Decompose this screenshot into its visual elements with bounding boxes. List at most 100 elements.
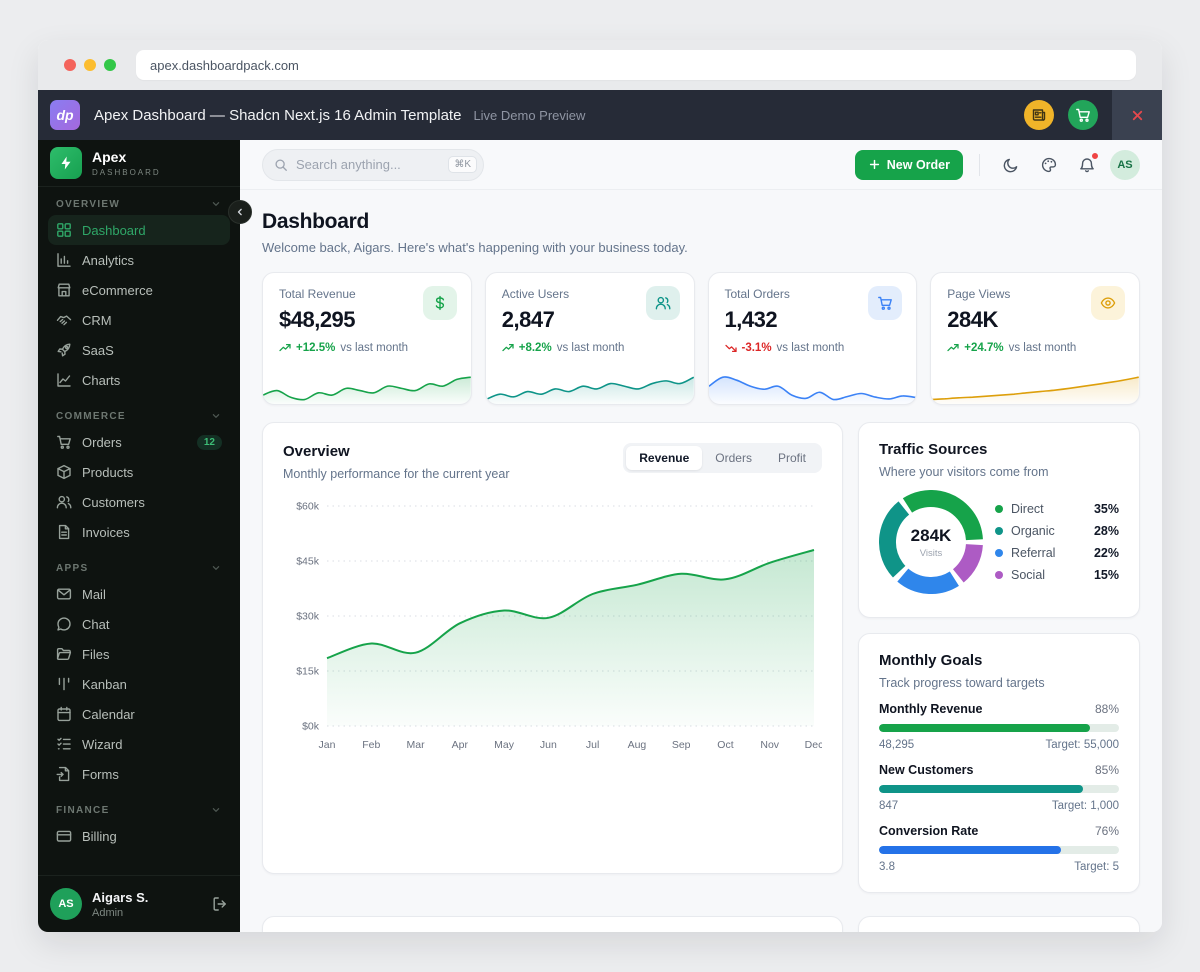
sidebar-item-label: CRM	[82, 312, 112, 328]
sidebar-item-wizard[interactable]: Wizard	[48, 729, 230, 759]
sidebar-section-overview[interactable]: OVERVIEW	[48, 193, 230, 215]
svg-text:Jan: Jan	[319, 739, 336, 751]
dashboard-content: Dashboard Welcome back, Aigars. Here's w…	[240, 190, 1162, 932]
stat-compare-text: vs last month	[340, 342, 409, 354]
file-input-icon	[56, 766, 72, 782]
stat-sparkline	[931, 366, 1139, 404]
sidebar-item-label: SaaS	[82, 342, 114, 358]
goal-current-value: 48,295	[879, 739, 915, 751]
address-bar[interactable]: apex.dashboardpack.com	[136, 50, 1136, 80]
promo-subtitle: Live Demo Preview	[473, 107, 586, 123]
legend-value: 28%	[1093, 524, 1119, 538]
stat-delta: +8.2% vs last month	[502, 342, 678, 354]
sidebar-item-invoices[interactable]: Invoices	[48, 517, 230, 547]
sidebar-collapse-button[interactable]	[228, 200, 252, 224]
goal-current-value: 3.8	[879, 861, 895, 873]
notifications-button[interactable]	[1072, 150, 1102, 180]
palette-icon	[1041, 157, 1057, 173]
sidebar-item-label: Mail	[82, 586, 106, 602]
sidebar-item-charts[interactable]: Charts	[48, 365, 230, 395]
minimize-window-button[interactable]	[84, 59, 96, 71]
stat-delta: +24.7% vs last month	[947, 342, 1123, 354]
promo-header: dp Apex Dashboard — Shadcn Next.js 16 Ad…	[38, 90, 1162, 140]
sidebar-item-forms[interactable]: Forms	[48, 759, 230, 789]
legend-value: 15%	[1093, 568, 1119, 582]
legend-value: 35%	[1093, 502, 1119, 516]
sidebar-user[interactable]: AS Aigars S. Admin	[38, 875, 240, 932]
sidebar-item-calendar[interactable]: Calendar	[48, 699, 230, 729]
search-input[interactable]	[296, 157, 441, 172]
sidebar-section-apps[interactable]: APPS	[48, 557, 230, 579]
sidebar-item-saas[interactable]: SaaS	[48, 335, 230, 365]
tab-orders[interactable]: Orders	[715, 451, 752, 465]
sidebar-item-chat[interactable]: Chat	[48, 609, 230, 639]
logout-icon[interactable]	[212, 896, 228, 912]
sidebar-item-billing[interactable]: Billing	[48, 821, 230, 851]
folder-icon	[56, 646, 72, 662]
donut-segment-direct	[879, 490, 983, 594]
sidebar-item-label: Dashboard	[82, 222, 146, 238]
close-window-button[interactable]	[64, 59, 76, 71]
sidebar-item-customers[interactable]: Customers	[48, 487, 230, 517]
sidebar-section-commerce[interactable]: COMMERCE	[48, 405, 230, 427]
tab-revenue[interactable]: Revenue	[626, 446, 703, 470]
stat-delta-pct: +24.7%	[964, 342, 1004, 354]
tab-profit[interactable]: Profit	[777, 451, 806, 465]
svg-text:Sep: Sep	[672, 739, 691, 751]
svg-text:Dec: Dec	[805, 739, 822, 751]
sidebar-item-label: eCommerce	[82, 282, 153, 298]
chevron-down-icon	[210, 562, 222, 574]
mail-icon	[56, 586, 72, 602]
cart-icon	[868, 286, 903, 320]
user-avatar[interactable]: AS	[1110, 149, 1140, 180]
sidebar-item-mail[interactable]: Mail	[48, 579, 230, 609]
sidebar-item-dashboard[interactable]: Dashboard	[48, 215, 230, 245]
close-banner-button[interactable]	[1112, 90, 1162, 140]
legend-label: Social	[1011, 568, 1046, 582]
stat-label: Page Views	[947, 287, 1011, 301]
theme-button[interactable]	[1034, 150, 1064, 180]
eye-icon	[1091, 286, 1125, 320]
goals-list: Monthly Revenue 88% 48,295 Target: 55,000 Ne…	[879, 702, 1119, 874]
svg-text:Nov: Nov	[760, 739, 779, 751]
goal-new-customers: New Customers 85% 847 Target: 1,000	[879, 763, 1119, 813]
window-controls	[64, 59, 116, 71]
maximize-window-button[interactable]	[104, 59, 116, 71]
buy-now-button[interactable]	[1068, 100, 1098, 130]
goal-current-value: 847	[879, 800, 899, 812]
sidebar-item-label: Products	[82, 464, 134, 480]
docs-button[interactable]	[1024, 100, 1054, 130]
goal-percent: 85%	[1094, 763, 1119, 777]
sidebar-item-label: Charts	[82, 372, 121, 388]
stat-value: 2,847	[501, 307, 555, 332]
sidebar-item-ecommerce[interactable]: eCommerce	[48, 275, 230, 305]
goal-monthly-revenue: Monthly Revenue 88% 48,295 Target: 55,000	[879, 702, 1119, 752]
sidebar-section-finance[interactable]: FINANCE	[48, 799, 230, 821]
goal-progress-fill	[879, 846, 1062, 854]
goal-percent: 88%	[1094, 702, 1119, 716]
sidebar-item-crm[interactable]: CRM	[48, 305, 230, 335]
sidebar-item-label: Kanban	[82, 676, 127, 692]
sidebar-item-files[interactable]: Files	[48, 639, 230, 669]
bell-icon	[1079, 157, 1095, 173]
overview-card: Overview Monthly performance for the cur…	[262, 422, 843, 874]
legend-item-organic: Organic 28%	[995, 520, 1119, 542]
file-text-icon	[56, 524, 72, 540]
stat-label: Total Revenue	[279, 287, 356, 301]
sidebar-nav: OVERVIEW Dashboard Analytics eCommerce CRM Sa…	[38, 187, 240, 875]
sidebar-item-kanban[interactable]: Kanban	[48, 669, 230, 699]
goal-label: New Customers	[879, 763, 974, 777]
brand-tagline: DASHBOARD	[92, 167, 161, 177]
dark-mode-toggle[interactable]	[996, 150, 1026, 180]
newspaper-icon	[1031, 107, 1047, 123]
search-box[interactable]: ⌘K	[262, 148, 484, 181]
cart-icon	[1075, 107, 1091, 123]
sidebar-section-label: OVERVIEW	[56, 198, 121, 210]
page-subtitle: Welcome back, Aigars. Here's what's happ…	[262, 240, 688, 255]
goal-target-value: Target: 55,000	[1045, 739, 1119, 751]
new-order-button[interactable]: New Order	[854, 149, 963, 180]
sidebar-item-products[interactable]: Products	[48, 457, 230, 487]
sidebar-item-orders[interactable]: Orders 12	[48, 427, 230, 457]
sidebar-item-analytics[interactable]: Analytics	[48, 245, 230, 275]
trend-up-icon	[947, 342, 959, 354]
